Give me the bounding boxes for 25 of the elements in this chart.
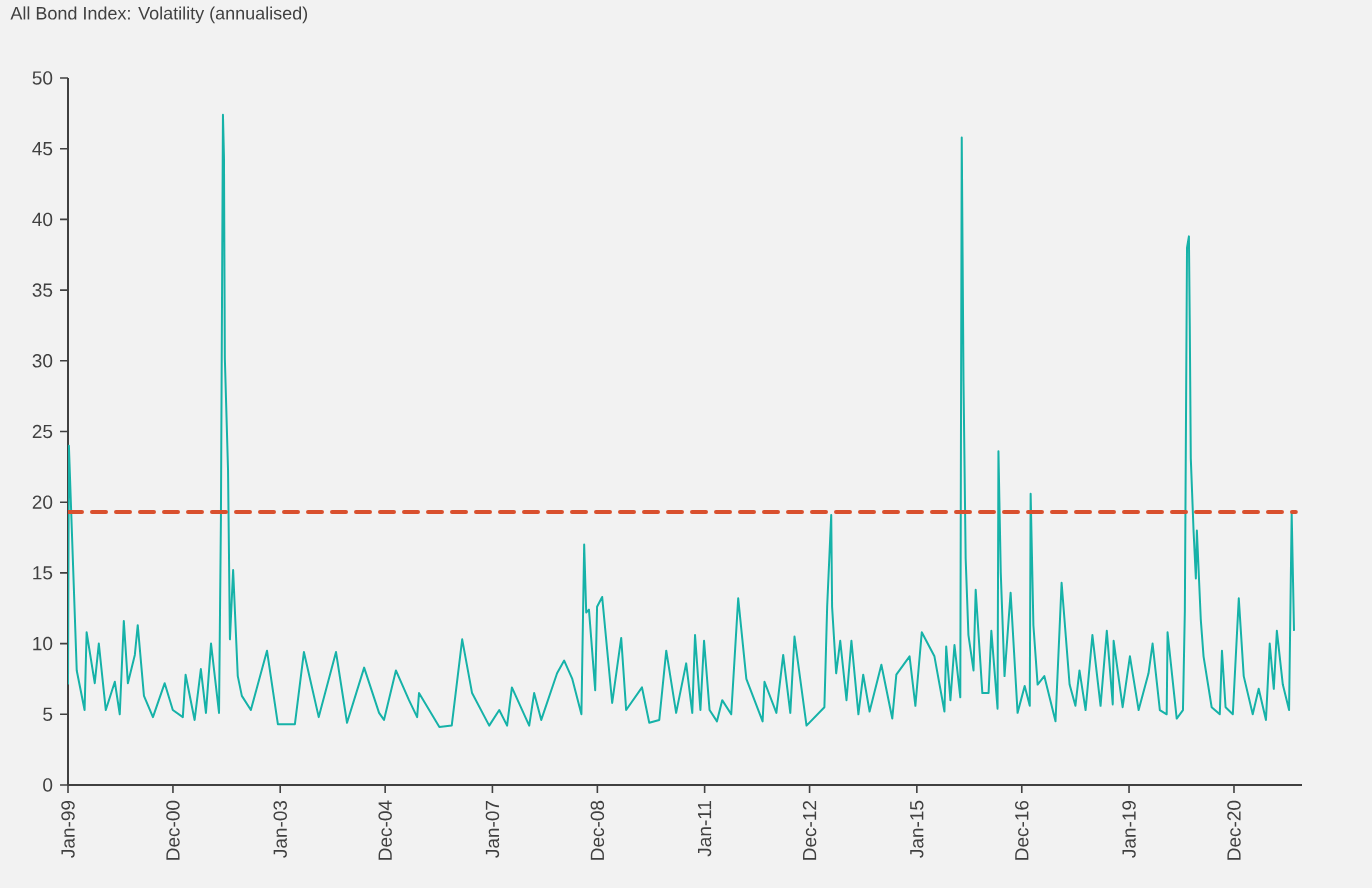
y-tick-label: 20: [32, 495, 53, 509]
y-tick-label: 40: [32, 212, 53, 227]
y-tick-label: 5: [43, 707, 53, 721]
x-tick-label: Dec-12: [802, 801, 817, 860]
x-tick-label: Jan-03: [273, 800, 287, 858]
x-tick-label: Jan-99: [61, 800, 75, 858]
y-tick-label: 30: [32, 354, 53, 368]
x-tick-label: Jan-07: [485, 801, 500, 858]
y-tick-label: 25: [32, 424, 53, 439]
x-tick-label: Dec-16: [1015, 800, 1029, 860]
y-tick-label: 50: [32, 71, 53, 85]
chart-title: All Bond Index: Volatility (annualised): [10, 6, 308, 24]
y-tick-label: 45: [32, 142, 53, 156]
x-tick-label: Jan-11: [697, 801, 712, 857]
y-tick-label: 15: [33, 566, 53, 580]
x-tick-label: Dec-04: [378, 800, 392, 860]
y-tick-label: 35: [32, 283, 53, 297]
x-tick-label: Dec-00: [166, 800, 180, 860]
y-tick-label: 0: [43, 778, 53, 792]
line-series: [68, 113, 1296, 729]
x-tick-label: Dec-08: [590, 800, 605, 860]
y-tick-label: 10: [33, 636, 53, 651]
x-tick-label: Jan-19: [1122, 800, 1136, 858]
x-tick-label: Jan-15: [910, 800, 924, 858]
x-tick-label: Dec-20: [1227, 800, 1241, 860]
